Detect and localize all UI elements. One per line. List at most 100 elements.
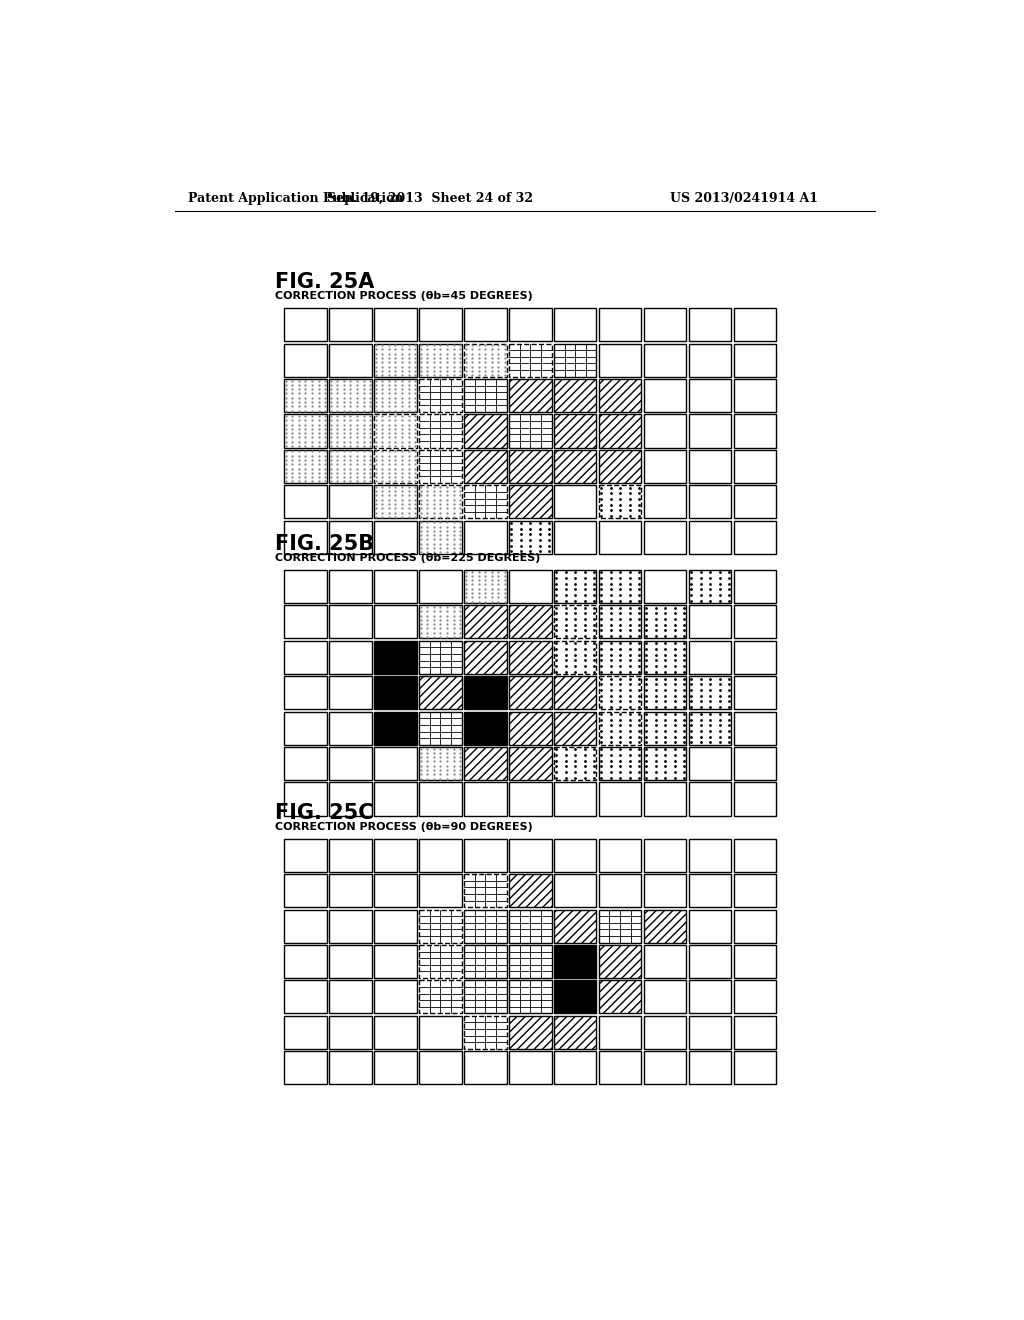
Bar (644, 1016, 686, 1049)
Bar (599, 343, 641, 376)
Bar (599, 308, 641, 342)
Bar (689, 676, 731, 709)
Bar (419, 606, 462, 639)
Bar (329, 450, 372, 483)
Bar (509, 570, 552, 603)
Bar (509, 379, 552, 412)
Bar (285, 874, 327, 907)
Bar (464, 838, 507, 871)
Bar (689, 606, 731, 639)
Bar (644, 711, 686, 744)
Bar (733, 783, 776, 816)
Bar (285, 379, 327, 412)
Bar (464, 945, 507, 978)
Bar (599, 909, 641, 942)
Bar (509, 676, 552, 709)
Bar (419, 343, 462, 376)
Bar (644, 676, 686, 709)
Bar (733, 838, 776, 871)
Bar (554, 606, 597, 639)
Bar (374, 981, 417, 1014)
Bar (644, 486, 686, 519)
Bar (464, 909, 507, 942)
Bar (285, 450, 327, 483)
Bar (509, 520, 552, 554)
Bar (644, 838, 686, 871)
Bar (733, 1051, 776, 1084)
Bar (599, 450, 641, 483)
Bar (644, 606, 686, 639)
Bar (554, 874, 597, 907)
Bar (329, 747, 372, 780)
Bar (554, 450, 597, 483)
Bar (374, 308, 417, 342)
Bar (599, 874, 641, 907)
Bar (689, 486, 731, 519)
Bar (419, 450, 462, 483)
Bar (733, 343, 776, 376)
Bar (329, 711, 372, 744)
Bar (329, 308, 372, 342)
Bar (464, 1016, 507, 1049)
Bar (509, 981, 552, 1014)
Bar (329, 520, 372, 554)
Text: FIG. 25A: FIG. 25A (275, 272, 375, 292)
Bar (464, 414, 507, 447)
Bar (599, 520, 641, 554)
Bar (285, 308, 327, 342)
Bar (329, 838, 372, 871)
Bar (599, 379, 641, 412)
Bar (329, 379, 372, 412)
Bar (644, 1051, 686, 1084)
Bar (374, 486, 417, 519)
Text: CORRECTION PROCESS (θb=45 DEGREES): CORRECTION PROCESS (θb=45 DEGREES) (275, 292, 534, 301)
Bar (733, 379, 776, 412)
Bar (285, 711, 327, 744)
Bar (733, 606, 776, 639)
Bar (554, 945, 597, 978)
Bar (689, 874, 731, 907)
Bar (285, 981, 327, 1014)
Bar (285, 747, 327, 780)
Bar (554, 486, 597, 519)
Bar (689, 570, 731, 603)
Bar (644, 909, 686, 942)
Bar (599, 486, 641, 519)
Bar (509, 747, 552, 780)
Bar (285, 414, 327, 447)
Bar (733, 486, 776, 519)
Bar (329, 606, 372, 639)
Bar (464, 520, 507, 554)
Bar (285, 783, 327, 816)
Bar (554, 711, 597, 744)
Bar (554, 640, 597, 675)
Bar (599, 606, 641, 639)
Bar (689, 747, 731, 780)
Bar (689, 945, 731, 978)
Bar (554, 570, 597, 603)
Bar (644, 981, 686, 1014)
Bar (329, 570, 372, 603)
Bar (509, 450, 552, 483)
Bar (554, 414, 597, 447)
Text: FIG. 25C: FIG. 25C (275, 803, 374, 822)
Bar (599, 1016, 641, 1049)
Bar (689, 711, 731, 744)
Bar (733, 981, 776, 1014)
Bar (599, 711, 641, 744)
Bar (419, 520, 462, 554)
Bar (509, 414, 552, 447)
Bar (419, 783, 462, 816)
Bar (464, 486, 507, 519)
Bar (419, 711, 462, 744)
Bar (733, 676, 776, 709)
Bar (689, 520, 731, 554)
Bar (285, 1051, 327, 1084)
Bar (509, 606, 552, 639)
Bar (509, 945, 552, 978)
Bar (599, 640, 641, 675)
Bar (733, 711, 776, 744)
Bar (419, 570, 462, 603)
Bar (285, 486, 327, 519)
Bar (419, 379, 462, 412)
